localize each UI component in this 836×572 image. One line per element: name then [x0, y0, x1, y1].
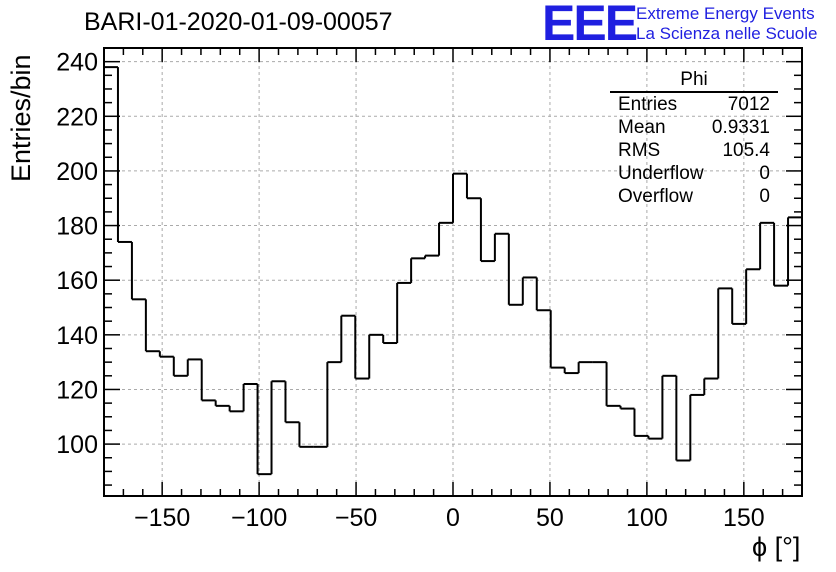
stats-value: 0: [759, 186, 770, 207]
stats-row-underflow: Underflow 0: [610, 162, 778, 185]
x-axis-label: ϕ [°]: [752, 532, 801, 562]
y-tick-label: 180: [56, 213, 98, 241]
stats-row-mean: Mean 0.9331: [610, 116, 778, 139]
stats-value: 105.4: [722, 140, 770, 161]
axes: [103, 47, 803, 497]
x-tick-label: 50: [536, 504, 564, 532]
y-tick-label: 120: [56, 376, 98, 404]
brand-line-1: Extreme Energy Events: [636, 4, 815, 23]
stats-box-title: Phi: [610, 70, 778, 93]
x-tick-label: −50: [335, 504, 377, 532]
stats-box: Phi Entries 7012 Mean 0.9331 RMS 105.4 Unde…: [610, 70, 778, 208]
stats-label: RMS: [618, 140, 661, 161]
x-tick-label: 0: [446, 504, 460, 532]
y-axis-label: Entries/bin: [6, 54, 36, 182]
y-tick-label: 140: [56, 322, 98, 350]
tick-labels: 100 120 140 160 180 200 220 240 −150 −100 −50 0 50 10…: [56, 49, 764, 532]
histogram-bars: [104, 66, 802, 476]
x-tick-label: −100: [231, 504, 287, 532]
stats-row-overflow: Overflow 0: [610, 185, 778, 208]
y-tick-label: 200: [56, 158, 98, 186]
y-tick-label: 100: [56, 431, 98, 459]
x-tick-label: 150: [723, 504, 765, 532]
y-tick-label: 160: [56, 267, 98, 295]
y-tick-label: 240: [56, 49, 98, 77]
chart-title: BARI-01-2020-01-09-00057: [84, 8, 393, 36]
stats-label: Mean: [618, 117, 666, 138]
y-tick-label: 220: [56, 103, 98, 131]
stats-row-rms: RMS 105.4: [610, 139, 778, 162]
x-tick-label: −150: [134, 504, 190, 532]
brand-line-2: La Scienza nelle Scuole: [636, 24, 818, 43]
x-tick-label: 100: [626, 504, 668, 532]
stats-value: 0: [759, 163, 770, 184]
stats-label: Underflow: [618, 163, 704, 184]
eee-logo: EEE: [542, 0, 638, 51]
stats-label: Overflow: [618, 186, 693, 207]
stats-value: 7012: [727, 94, 770, 115]
stats-row-entries: Entries 7012: [610, 93, 778, 116]
grid-lines: [104, 48, 802, 496]
stats-label: Entries: [618, 94, 678, 115]
stats-value: 0.9331: [711, 117, 770, 138]
